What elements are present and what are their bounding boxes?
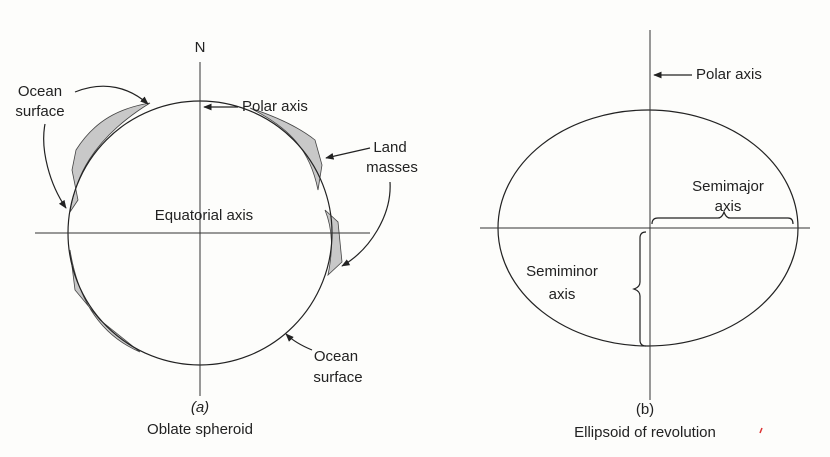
north-label: N xyxy=(195,39,206,56)
ocean-label: surface xyxy=(15,103,64,120)
arrow xyxy=(285,333,313,351)
land-label: Land xyxy=(373,139,406,156)
polar-axis-label: Polar axis xyxy=(242,98,308,115)
land-mass xyxy=(69,249,141,353)
ocean-label: surface xyxy=(313,369,362,386)
red-mark xyxy=(759,427,763,434)
semiminor-label: axis xyxy=(549,286,576,303)
equatorial-axis-label: Equatorial axis xyxy=(155,207,253,224)
caption: Ellipsoid of revolution xyxy=(574,424,716,441)
arrow xyxy=(74,85,149,105)
arrow xyxy=(43,123,67,209)
semiminor-label: Semiminor xyxy=(526,263,598,280)
ocean-label: Ocean xyxy=(18,83,62,100)
semimajor-label: Semimajor xyxy=(692,178,764,195)
caption: Oblate spheroid xyxy=(147,421,253,438)
polar-axis-label: Polar axis xyxy=(696,66,762,83)
panel-a: N Polar axis Ocean surface Land masses E… xyxy=(15,39,417,438)
land-mass xyxy=(69,102,151,213)
panel-letter: (b) xyxy=(636,401,654,418)
brace xyxy=(632,231,647,347)
land-mass xyxy=(249,107,323,191)
ocean-label: Ocean xyxy=(314,348,358,365)
arrow xyxy=(325,147,371,160)
brace xyxy=(651,210,794,225)
land-label: masses xyxy=(366,159,418,176)
semimajor-label: axis xyxy=(715,198,742,215)
arrow xyxy=(341,181,391,267)
panel-letter: (a) xyxy=(191,399,209,416)
panel-b: Polar axis Semimajor axis Semiminor axis… xyxy=(480,30,810,441)
